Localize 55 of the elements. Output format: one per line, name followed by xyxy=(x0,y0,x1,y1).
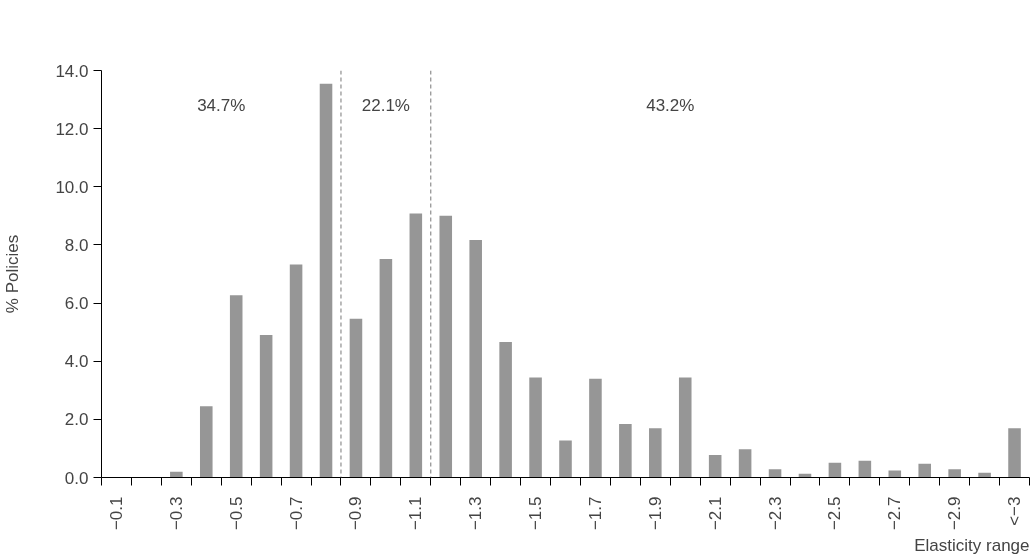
bar xyxy=(289,264,303,478)
x-tick-label: −2.3 xyxy=(765,496,785,531)
x-tick-label: −0.1 xyxy=(106,496,126,531)
annotation: 43.2% xyxy=(646,95,695,115)
bar xyxy=(229,295,243,478)
y-tick-label: 4.0 xyxy=(64,352,89,372)
x-tick-label: −1.3 xyxy=(466,496,486,531)
y-axis-title: % Policies xyxy=(3,234,23,314)
bar xyxy=(199,406,213,478)
bar xyxy=(349,318,363,478)
x-axis-title: Elasticity range xyxy=(914,535,1030,554)
bar xyxy=(768,469,782,478)
y-tick-label: 6.0 xyxy=(64,294,89,314)
y-tick-label: 10.0 xyxy=(55,177,89,197)
bar xyxy=(259,335,273,478)
y-tick-label: 14.0 xyxy=(55,61,89,81)
annotation: 34.7% xyxy=(197,95,246,115)
bar xyxy=(559,440,572,478)
x-tick-label: −2.9 xyxy=(945,496,965,531)
y-tick-label: 8.0 xyxy=(64,235,89,255)
bar xyxy=(319,83,333,478)
bar xyxy=(948,469,961,478)
bar xyxy=(529,377,542,478)
x-tick-label: <−3 xyxy=(1005,496,1025,526)
bar xyxy=(1008,428,1021,478)
bar xyxy=(379,258,393,478)
bar xyxy=(499,342,512,478)
bar xyxy=(678,377,692,478)
bar xyxy=(649,428,662,478)
y-tick-label: 12.0 xyxy=(55,119,89,139)
x-tick-label: −1.5 xyxy=(526,496,546,531)
bar xyxy=(589,378,602,478)
bar xyxy=(619,424,632,478)
x-tick-label: −0.9 xyxy=(346,496,366,531)
bar xyxy=(469,239,482,478)
x-tick-label: −2.1 xyxy=(705,496,725,531)
x-tick-label: −0.5 xyxy=(226,496,246,531)
x-tick-label: −1.9 xyxy=(645,496,665,531)
bar xyxy=(858,460,872,478)
x-tick-label: −2.7 xyxy=(885,496,905,531)
x-tick-label: −2.5 xyxy=(825,496,845,531)
x-tick-label: −1.7 xyxy=(585,496,605,531)
bar xyxy=(918,463,932,478)
y-tick-label: 2.0 xyxy=(64,410,89,430)
x-tick-label: −1.1 xyxy=(406,496,426,531)
annotation: 22.1% xyxy=(361,95,410,115)
x-tick-label: −0.3 xyxy=(166,496,186,531)
bar xyxy=(738,449,752,478)
bar xyxy=(409,213,423,478)
bar xyxy=(708,455,722,478)
y-tick-label: 0.0 xyxy=(64,468,89,488)
bar xyxy=(828,462,842,478)
bar xyxy=(978,472,991,478)
x-tick-label: −0.7 xyxy=(286,496,306,531)
bar xyxy=(439,215,453,478)
